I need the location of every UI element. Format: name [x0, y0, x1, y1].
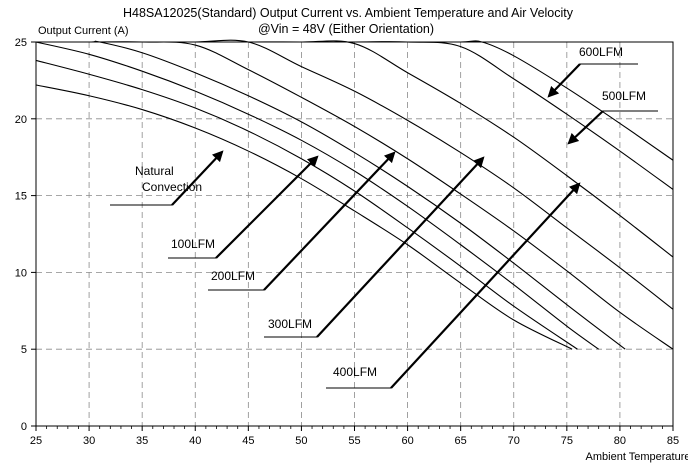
chart-title: H48SA12025(Standard) Output Current vs. …: [123, 6, 574, 20]
annotation-arrow: [567, 110, 604, 145]
annotation-label: 100LFM: [171, 237, 215, 251]
x-tick-label: 60: [401, 435, 413, 447]
annotations: NaturalConvection100LFM200LFM300LFM400LF…: [110, 45, 658, 389]
ticks: 25 30 35 40 45 50 55 60 65 70 75 80 85 0 5 10 15 20 25: [15, 37, 679, 447]
chart-subtitle: @Vin = 48V (Either Orientation): [258, 22, 434, 36]
x-tick-label: 35: [136, 435, 148, 447]
annotation-arrow: [171, 150, 224, 206]
annotation-arrow: [263, 151, 396, 291]
x-tick-label: 80: [614, 435, 626, 447]
x-tick-label: 45: [242, 435, 254, 447]
x-tick-label: 40: [189, 435, 201, 447]
annotation-arrow: [547, 63, 581, 98]
y-tick-label: 25: [15, 37, 27, 49]
y-tick-label: 0: [21, 421, 27, 433]
annotation-arrow: [316, 156, 485, 338]
x-tick-label: 65: [455, 435, 467, 447]
x-axis-label: Ambient Temperature: [586, 451, 688, 463]
y-tick-label: 15: [15, 191, 27, 203]
x-tick-label: 50: [295, 435, 307, 447]
annotation-label: 300LFM: [268, 317, 312, 331]
annotation-label: Natural: [135, 164, 174, 178]
x-tick-label: 30: [83, 435, 95, 447]
y-tick-label: 10: [15, 267, 27, 279]
annotation-label: 600LFM: [579, 45, 623, 59]
y-tick-label: 5: [21, 344, 27, 356]
x-tick-label: 25: [30, 435, 42, 447]
series-line-3: [35, 41, 600, 350]
x-tick-label: 75: [561, 435, 573, 447]
annotation-label: 200LFM: [211, 269, 255, 283]
x-tick-label: 85: [667, 435, 679, 447]
annotation-label: 400LFM: [333, 365, 377, 379]
annotation-arrow: [215, 155, 319, 259]
x-tick-label: 55: [348, 435, 360, 447]
x-tick-label: 70: [508, 435, 520, 447]
series-line-1: [35, 84, 573, 350]
y-tick-label: 20: [15, 114, 27, 126]
y-axis-label: Output Current (A): [38, 25, 128, 37]
annotation-arrow: [390, 182, 581, 389]
annotation-label: 500LFM: [602, 89, 646, 103]
